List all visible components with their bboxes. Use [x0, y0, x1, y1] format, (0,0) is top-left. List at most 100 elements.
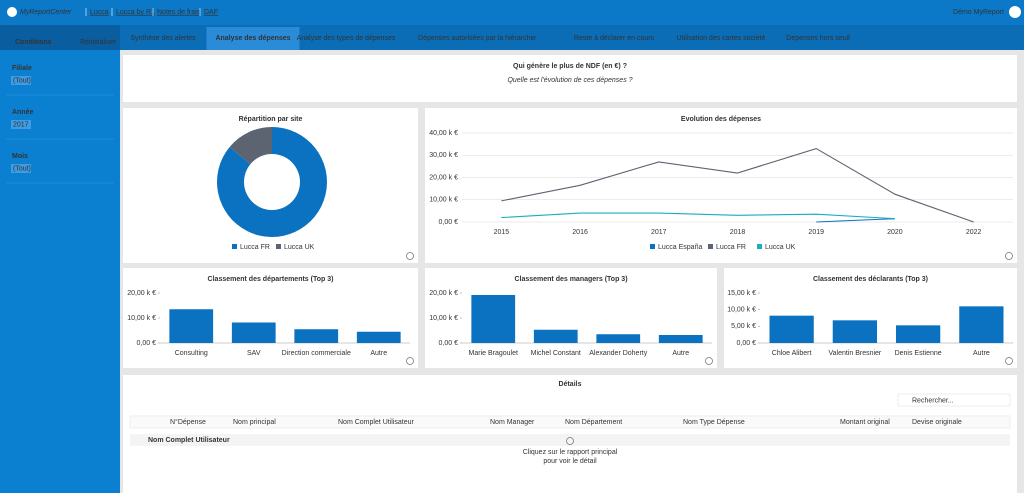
filter-chip[interactable]: [11, 120, 31, 129]
bar[interactable]: [658, 335, 703, 343]
bar[interactable]: [471, 295, 516, 343]
header-link[interactable]: DAF: [204, 9, 218, 16]
user-name[interactable]: Démo MyReport: [953, 9, 1004, 16]
zoom-icon[interactable]: [406, 252, 414, 260]
legend-swatch: [708, 244, 713, 249]
x-tick-label: Autre: [973, 350, 990, 357]
bar[interactable]: [959, 306, 1004, 343]
zoom-icon[interactable]: [1005, 357, 1013, 365]
filter-chip[interactable]: [11, 76, 31, 85]
sidebar-header: [0, 25, 120, 50]
filter-chip[interactable]: [11, 164, 31, 173]
column-header: Nom Complet Utilisateur: [338, 419, 415, 426]
series-line: [501, 212, 895, 220]
x-tick-label: Michel Constant: [531, 350, 581, 357]
x-tick-label: 2022: [966, 229, 982, 236]
tab[interactable]: Reste à déclarer en cours: [574, 35, 655, 42]
bar[interactable]: [769, 315, 814, 343]
x-tick-label: 2017: [651, 229, 667, 236]
legend-swatch: [650, 244, 655, 249]
tab[interactable]: Dépenses autorisées par la hiérarchie: [418, 35, 536, 42]
group-label: Nom Complet Utilisateur: [148, 437, 230, 444]
x-tick-label: 2016: [572, 229, 588, 236]
x-tick-label: SAV: [247, 350, 261, 357]
top-bar: [0, 0, 1024, 25]
legend-label: Lucca FR: [716, 244, 746, 251]
y-tick-label: 0,00 €: [137, 340, 157, 347]
series-line: [816, 218, 895, 223]
zoom-icon[interactable]: [1005, 252, 1013, 260]
avatar[interactable]: [1009, 6, 1021, 18]
headline-panel: [123, 55, 1017, 102]
y-tick-label: 0,00 €: [439, 340, 459, 347]
y-tick-label: 20,00 k €: [429, 290, 458, 297]
y-tick-label: 5,00 k €: [731, 323, 756, 330]
legend-swatch: [757, 244, 762, 249]
filter-value: 2017: [13, 121, 29, 128]
x-tick-label: Autre: [370, 350, 387, 357]
x-tick-label: 2015: [494, 229, 510, 236]
y-tick-label: 15,00 k €: [727, 290, 756, 297]
reset-button[interactable]: Réinitialiser: [80, 39, 117, 46]
info-icon: [566, 437, 574, 445]
bar[interactable]: [294, 329, 339, 343]
y-tick-label: 20,00 k €: [127, 290, 156, 297]
chart-panel: [425, 108, 1017, 263]
x-tick-label: 2018: [730, 229, 746, 236]
bar[interactable]: [832, 320, 878, 343]
column-header: Nom Département: [565, 419, 622, 426]
tab[interactable]: Analyse des dépenses: [215, 35, 290, 42]
y-tick-label: 30,00 k €: [429, 152, 458, 159]
bar[interactable]: [533, 329, 578, 343]
bar[interactable]: [356, 331, 401, 343]
y-tick-label: 10,00 k €: [127, 315, 156, 322]
filter-value: (Tout): [13, 77, 31, 84]
column-header: Devise originale: [912, 419, 962, 426]
bar[interactable]: [231, 322, 276, 344]
x-tick-label: 2020: [887, 229, 903, 236]
sidebar-title: Conditions: [15, 39, 52, 46]
zoom-icon[interactable]: [705, 357, 713, 365]
filter-value: (Tout): [13, 165, 31, 172]
x-tick-label: Marie Bragoulet: [469, 350, 518, 357]
details-title: Détails: [559, 381, 582, 388]
x-tick-label: 2019: [808, 229, 824, 236]
bar[interactable]: [895, 325, 941, 343]
header-link[interactable]: Lucca by R1: [116, 9, 155, 16]
donut-slice: [216, 127, 327, 237]
tab[interactable]: Analyse des types de dépenses: [297, 35, 396, 42]
chart-title: Evolution des dépenses: [681, 116, 761, 123]
bar[interactable]: [596, 334, 641, 343]
column-header: N°Dépense: [170, 418, 206, 426]
zoom-icon[interactable]: [406, 357, 414, 365]
y-tick-label: 10,00 k €: [727, 307, 756, 314]
bar[interactable]: [169, 309, 214, 343]
header-link[interactable]: Notes de frais: [157, 9, 201, 16]
x-tick-label: Denis Estienne: [895, 350, 942, 357]
column-header: Nom Manager: [490, 419, 535, 426]
column-header: Nom principal: [233, 419, 276, 426]
details-message: pour voir le détail: [543, 458, 597, 465]
tab[interactable]: Dépenses hors seuil: [786, 35, 850, 42]
filter-label: Mois: [12, 153, 28, 160]
tab-bar: [0, 25, 1024, 50]
y-tick-label: 0,00 €: [439, 219, 459, 226]
legend-label: Lucca FR: [240, 244, 270, 251]
y-tick-label: 10,00 k €: [429, 197, 458, 204]
active-tab: [206, 27, 300, 50]
chart-title: Classement des départements (Top 3): [208, 276, 334, 283]
legend-label: Lucca UK: [284, 244, 315, 251]
legend-swatch: [232, 244, 237, 249]
chart-title: Répartition par site: [239, 116, 303, 123]
donut-slice: [229, 127, 272, 165]
tab[interactable]: Utilisation des cartes société: [677, 35, 766, 42]
tab[interactable]: Synthèse des alertes: [130, 35, 196, 42]
x-tick-label: Valentin Bresnier: [828, 350, 881, 357]
search-box[interactable]: [897, 393, 1011, 407]
series-line: [501, 147, 974, 223]
header-link[interactable]: Lucca: [90, 9, 109, 16]
y-tick-label: 20,00 k €: [429, 174, 458, 181]
logo: MyReportCenter: [20, 9, 72, 16]
